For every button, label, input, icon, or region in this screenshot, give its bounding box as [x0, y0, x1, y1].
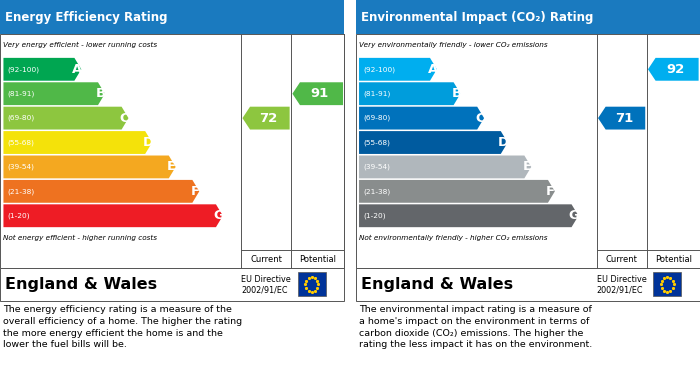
Polygon shape: [4, 204, 223, 227]
Bar: [0, 34, 344, 268]
Text: Very energy efficient - lower running costs: Very energy efficient - lower running co…: [4, 42, 158, 48]
Text: C: C: [120, 111, 130, 125]
Text: 91: 91: [311, 87, 329, 100]
Polygon shape: [4, 180, 199, 203]
Text: (81-91): (81-91): [8, 90, 35, 97]
Text: (39-54): (39-54): [8, 164, 34, 170]
Text: D: D: [498, 136, 509, 149]
Text: Not energy efficient - higher running costs: Not energy efficient - higher running co…: [4, 235, 158, 242]
Text: England & Wales: England & Wales: [5, 277, 158, 292]
Text: F: F: [546, 185, 555, 198]
Text: A: A: [428, 63, 438, 76]
Polygon shape: [359, 131, 508, 154]
Text: G: G: [214, 209, 224, 222]
Text: (69-80): (69-80): [8, 115, 35, 121]
Text: Very environmentally friendly - lower CO₂ emissions: Very environmentally friendly - lower CO…: [359, 42, 547, 48]
Bar: [298, 273, 326, 296]
Text: 72: 72: [259, 111, 277, 125]
Polygon shape: [4, 156, 176, 178]
Text: (92-100): (92-100): [8, 66, 40, 73]
Text: (92-100): (92-100): [363, 66, 395, 73]
Text: A: A: [72, 63, 83, 76]
Text: (69-80): (69-80): [363, 115, 391, 121]
Polygon shape: [648, 58, 699, 81]
Polygon shape: [359, 156, 531, 178]
Text: D: D: [142, 136, 153, 149]
Text: (55-68): (55-68): [8, 139, 34, 146]
Polygon shape: [4, 58, 81, 81]
Polygon shape: [242, 107, 290, 129]
Text: G: G: [569, 209, 580, 222]
Bar: [0, 268, 344, 301]
Bar: [356, 0, 700, 34]
Text: The energy efficiency rating is a measure of the
overall efficiency of a home. T: The energy efficiency rating is a measur…: [4, 305, 243, 350]
Bar: [0, 0, 344, 34]
Bar: [356, 268, 700, 301]
Text: (81-91): (81-91): [363, 90, 391, 97]
Text: B: B: [96, 87, 106, 100]
Bar: [653, 273, 681, 296]
Polygon shape: [359, 58, 437, 81]
Polygon shape: [359, 107, 484, 129]
Text: E: E: [523, 160, 532, 174]
Text: The environmental impact rating is a measure of
a home's impact on the environme: The environmental impact rating is a mea…: [359, 305, 592, 350]
Text: 92: 92: [666, 63, 685, 76]
Text: (39-54): (39-54): [363, 164, 390, 170]
Polygon shape: [598, 107, 645, 129]
Text: Potential: Potential: [299, 255, 336, 264]
Text: England & Wales: England & Wales: [360, 277, 513, 292]
Bar: [356, 34, 700, 268]
Text: Environmental Impact (CO₂) Rating: Environmental Impact (CO₂) Rating: [360, 11, 593, 24]
Text: 71: 71: [615, 111, 633, 125]
Polygon shape: [359, 82, 461, 105]
Text: (21-38): (21-38): [8, 188, 35, 195]
Text: E: E: [167, 160, 176, 174]
Text: (55-68): (55-68): [363, 139, 390, 146]
Text: (21-38): (21-38): [363, 188, 391, 195]
Text: EU Directive
2002/91/EC: EU Directive 2002/91/EC: [241, 275, 290, 294]
Polygon shape: [293, 82, 343, 105]
Polygon shape: [359, 180, 555, 203]
Text: Potential: Potential: [654, 255, 692, 264]
Text: Energy Efficiency Rating: Energy Efficiency Rating: [5, 11, 168, 24]
Text: Current: Current: [606, 255, 638, 264]
Text: F: F: [190, 185, 199, 198]
Text: C: C: [475, 111, 485, 125]
Polygon shape: [4, 82, 105, 105]
Polygon shape: [4, 107, 129, 129]
Polygon shape: [4, 131, 152, 154]
Text: (1-20): (1-20): [363, 212, 386, 219]
Text: Not environmentally friendly - higher CO₂ emissions: Not environmentally friendly - higher CO…: [359, 235, 547, 242]
Text: EU Directive
2002/91/EC: EU Directive 2002/91/EC: [596, 275, 646, 294]
Text: (1-20): (1-20): [8, 212, 30, 219]
Text: Current: Current: [250, 255, 282, 264]
Text: B: B: [452, 87, 461, 100]
Polygon shape: [359, 204, 578, 227]
